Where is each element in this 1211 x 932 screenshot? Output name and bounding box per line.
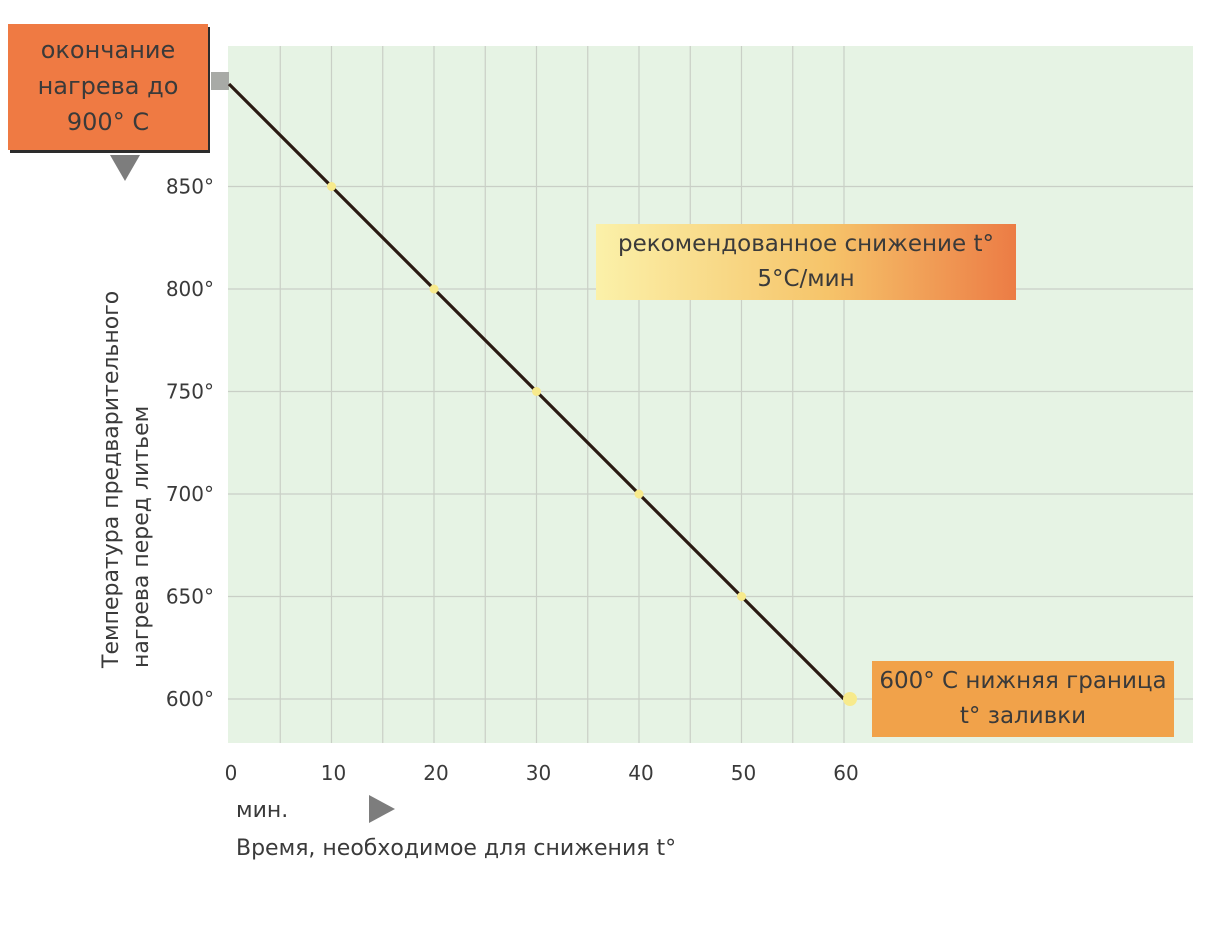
- x-axis-title: Время, необходимое для снижения t°: [236, 836, 676, 861]
- rate-annotation-line-2: 5°С/мин: [757, 266, 855, 292]
- data-point: [327, 182, 336, 191]
- x-tick-label: 30: [526, 761, 551, 785]
- y-axis-title-line-2: нагрева перед литьем: [129, 406, 154, 668]
- lower-limit-annotation: 600° С нижняя граница t° заливки: [872, 661, 1174, 737]
- start-marker: [211, 72, 229, 90]
- x-tick-label: 60: [833, 761, 858, 785]
- lower-limit-line-2: t° заливки: [959, 703, 1087, 729]
- start-callout-line-1: окончание: [40, 36, 176, 64]
- start-callout-line-2: нагрева до: [37, 72, 179, 100]
- x-tick-label: 0: [225, 761, 238, 785]
- y-tick-label: 600°: [166, 687, 214, 711]
- data-point: [737, 592, 746, 601]
- y-tick-label: 650°: [166, 585, 214, 609]
- x-tick-label: 10: [321, 761, 346, 785]
- start-callout-pointer-icon: [110, 155, 140, 181]
- data-points: [327, 182, 857, 706]
- y-tick-label: 800°: [166, 277, 214, 301]
- start-callout-line-3: 900° С: [66, 108, 150, 136]
- y-axis-title-line-1: Температура предварительного: [99, 291, 124, 669]
- y-tick-label: 850°: [166, 175, 214, 199]
- x-axis-arrow-icon: [369, 795, 395, 823]
- plot-area: [228, 46, 1193, 743]
- lower-limit-line-1: 600° С нижняя граница: [879, 668, 1167, 694]
- data-point: [634, 489, 644, 499]
- data-point: [843, 692, 857, 706]
- data-point: [429, 284, 439, 294]
- rate-annotation-line-1: рекомендованное снижение t°: [618, 231, 994, 257]
- y-tick-label: 750°: [166, 380, 214, 404]
- x-tick-label: 20: [423, 761, 448, 785]
- x-axis-unit: мин.: [236, 798, 288, 823]
- x-tick-label: 40: [628, 761, 653, 785]
- y-tick-label: 700°: [166, 482, 214, 506]
- cooling-rate-annotation: рекомендованное снижение t° 5°С/мин: [596, 224, 1016, 300]
- x-tick-label: 50: [731, 761, 756, 785]
- y-axis-ticks: 850° 800° 750° 700° 650° 600°: [166, 175, 214, 712]
- start-temperature-callout: окончание нагрева до 900° С: [8, 24, 208, 150]
- x-axis-ticks: 0 10 20 30 40 50 60: [225, 761, 859, 785]
- data-point: [532, 387, 541, 396]
